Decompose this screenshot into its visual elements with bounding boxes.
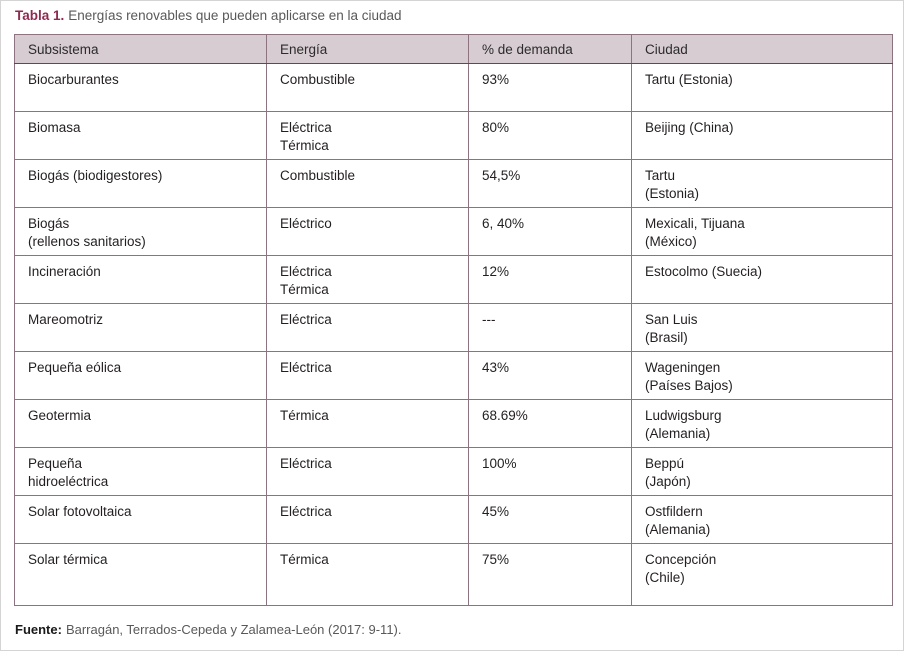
cell-demanda: 6, 40% xyxy=(468,207,632,256)
cell-demanda: 54,5% xyxy=(468,159,632,208)
cell-subsistema: Pequeña hidroeléctrica xyxy=(14,447,267,496)
table-header: Subsistema Energía % de demanda Ciudad xyxy=(14,34,893,64)
cell-energia: Eléctrica xyxy=(266,351,469,400)
column-header-subsistema: Subsistema xyxy=(14,34,267,64)
table-title-label: Tabla 1. xyxy=(15,8,65,23)
cell-subsistema: Biogás (biodigestores) xyxy=(14,159,267,208)
table-row: Biogás (biodigestores) Combustible 54,5% Ta… xyxy=(14,159,893,208)
table-title-text: Energías renovables que pueden aplicarse… xyxy=(68,8,402,23)
column-header-demanda: % de demanda xyxy=(468,34,632,64)
cell-ciudad: San Luis (Brasil) xyxy=(631,303,893,352)
table-row: Incineración Eléctrica Térmica 12% Estocolm… xyxy=(14,255,893,304)
table-body: Biocarburantes Combustible 93% Tartu (Eston… xyxy=(14,63,893,606)
cell-subsistema: Biocarburantes xyxy=(14,63,267,112)
renewable-energy-table: Subsistema Energía % de demanda Ciudad B… xyxy=(14,34,893,606)
table-title: Tabla 1. Energías renovables que pueden a… xyxy=(15,8,402,24)
cell-ciudad: Ostfildern (Alemania) xyxy=(631,495,893,544)
column-header-ciudad: Ciudad xyxy=(631,34,893,64)
cell-energia: Eléctrica Térmica xyxy=(266,111,469,160)
source-note-label: Fuente: xyxy=(15,622,62,637)
source-note-text: Barragán, Terrados-Cepeda y Zalamea-León… xyxy=(65,622,402,637)
table-row: Solar térmica Térmica 75% Concepción (Chile… xyxy=(14,543,893,606)
cell-demanda: 12% xyxy=(468,255,632,304)
cell-subsistema: Biogás (rellenos sanitarios) xyxy=(14,207,267,256)
cell-ciudad: Mexicali, Tijuana (México) xyxy=(631,207,893,256)
cell-ciudad: Wageningen (Países Bajos) xyxy=(631,351,893,400)
cell-energia: Térmica xyxy=(266,543,469,606)
table-row: Biogás (rellenos sanitarios) Eléctrico 6, … xyxy=(14,207,893,256)
column-header-energia: Energía xyxy=(266,34,469,64)
cell-energia: Eléctrico xyxy=(266,207,469,256)
table-row: Pequeña eólica Eléctrica 43% Wageningen (Pa… xyxy=(14,351,893,400)
cell-ciudad: Tartu (Estonia) xyxy=(631,63,893,112)
cell-ciudad: Ludwigsburg (Alemania) xyxy=(631,399,893,448)
cell-energia: Eléctrica Térmica xyxy=(266,255,469,304)
cell-ciudad: Concepción (Chile) xyxy=(631,543,893,606)
cell-energia: Térmica xyxy=(266,399,469,448)
table-row: Pequeña hidroeléctrica Eléctrica 100% Beppú… xyxy=(14,447,893,496)
cell-demanda: 93% xyxy=(468,63,632,112)
cell-subsistema: Geotermia xyxy=(14,399,267,448)
cell-energia: Eléctrica xyxy=(266,447,469,496)
cell-demanda: 68.69% xyxy=(468,399,632,448)
table-row: Biocarburantes Combustible 93% Tartu (Eston… xyxy=(14,63,893,112)
cell-demanda: --- xyxy=(468,303,632,352)
table-row: Geotermia Térmica 68.69% Ludwigsburg (Alema… xyxy=(14,399,893,448)
cell-subsistema: Incineración xyxy=(14,255,267,304)
cell-subsistema: Pequeña eólica xyxy=(14,351,267,400)
cell-subsistema: Solar fotovoltaica xyxy=(14,495,267,544)
cell-energia: Combustible xyxy=(266,63,469,112)
table-row: Biomasa Eléctrica Térmica 80% Beijing (Chin… xyxy=(14,111,893,160)
cell-demanda: 100% xyxy=(468,447,632,496)
cell-energia: Eléctrica xyxy=(266,303,469,352)
source-note: Fuente: Barragán, Terrados-Cepeda y Zalam… xyxy=(15,622,402,637)
cell-demanda: 43% xyxy=(468,351,632,400)
cell-energia: Combustible xyxy=(266,159,469,208)
table-header-row: Subsistema Energía % de demanda Ciudad xyxy=(14,34,893,64)
cell-demanda: 45% xyxy=(468,495,632,544)
cell-ciudad: Estocolmo (Suecia) xyxy=(631,255,893,304)
cell-ciudad: Beppú (Japón) xyxy=(631,447,893,496)
cell-subsistema: Biomasa xyxy=(14,111,267,160)
cell-energia: Eléctrica xyxy=(266,495,469,544)
cell-ciudad: Tartu (Estonia) xyxy=(631,159,893,208)
cell-subsistema: Mareomotriz xyxy=(14,303,267,352)
table-row: Solar fotovoltaica Eléctrica 45% Ostfildern… xyxy=(14,495,893,544)
table-row: Mareomotriz Eléctrica --- San Luis (Brasil) xyxy=(14,303,893,352)
cell-subsistema: Solar térmica xyxy=(14,543,267,606)
cell-demanda: 75% xyxy=(468,543,632,606)
cell-demanda: 80% xyxy=(468,111,632,160)
cell-ciudad: Beijing (China) xyxy=(631,111,893,160)
